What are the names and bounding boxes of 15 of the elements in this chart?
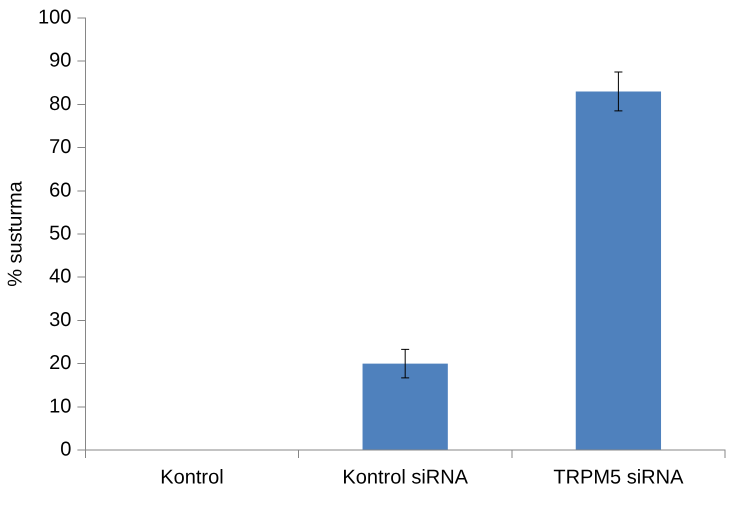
y-tick-label: 50 [49, 222, 72, 245]
y-axis-title: % susturma [4, 180, 27, 287]
y-tick-label: 40 [49, 266, 72, 288]
y-tick-label: 30 [49, 308, 72, 331]
x-tick-label: TRPM5 siRNA [553, 466, 684, 489]
y-tick-label: 10 [49, 395, 72, 418]
x-tick-label: Kontrol [160, 466, 224, 489]
y-tick-label: 0 [60, 438, 72, 461]
y-tick-label: 100 [38, 6, 72, 29]
y-tick-label: 90 [49, 50, 72, 72]
y-tick-label: 80 [49, 92, 72, 115]
y-tick-label: 70 [49, 136, 72, 158]
y-tick-label: 20 [49, 352, 72, 374]
x-tick-label: Kontrol siRNA [342, 466, 469, 489]
y-tick-label: 60 [49, 179, 72, 202]
